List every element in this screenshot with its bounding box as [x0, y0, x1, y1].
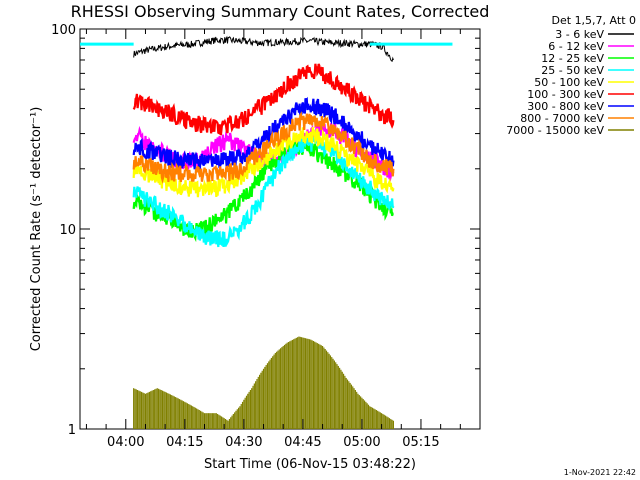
series-5: [132, 63, 395, 136]
x-tick-label: 04:15: [166, 435, 203, 450]
legend-label: 50 - 100 keV: [534, 76, 604, 89]
series-0-line: [133, 35, 394, 62]
x-tick-label: 05:00: [343, 435, 380, 450]
y-tick-label: 10: [59, 223, 76, 238]
series-5-line: [132, 63, 395, 136]
series-3: [132, 135, 395, 248]
series-layer: [80, 35, 453, 429]
chart-title: RHESSI Observing Summary Count Rates, Co…: [71, 2, 490, 21]
y-tick-label: 100: [51, 23, 76, 38]
series-7: [132, 111, 395, 184]
legend-label: 100 - 300 keV: [527, 88, 604, 101]
legend-label: 25 - 50 keV: [541, 64, 604, 77]
series-3-line: [132, 135, 395, 248]
legend-label: 300 - 800 keV: [527, 100, 604, 113]
x-axis-label: Start Time (06-Nov-15 03:48:22): [204, 457, 416, 472]
series-0: [133, 35, 394, 62]
y-tick-label: 1: [68, 423, 76, 438]
series-4: [132, 126, 395, 198]
legend-label: 7000 - 15000 keV: [506, 124, 604, 137]
x-tick-label: 05:15: [402, 435, 439, 450]
series-7-line: [132, 111, 395, 184]
legend-label: 12 - 25 keV: [541, 52, 604, 65]
legend-label: 3 - 6 keV: [555, 28, 604, 41]
series-4-line: [132, 126, 395, 198]
x-tick-label: 04:00: [107, 435, 144, 450]
x-tick-label: 04:30: [225, 435, 262, 450]
timestamp: 1-Nov-2021 22:42: [564, 468, 636, 477]
legend-label: 800 - 7000 keV: [520, 112, 604, 125]
series-8: [133, 336, 395, 429]
x-tick-label: 04:45: [284, 435, 321, 450]
legend-header: Det 1,5,7, Att 0: [552, 14, 636, 27]
y-axis-label: Corrected Count Rate (s⁻¹ detector⁻¹): [29, 107, 44, 352]
legend-label: 6 - 12 keV: [548, 40, 604, 53]
y-axis-ticks: 1 10 100: [51, 23, 480, 438]
x-axis-ticks: 04:00 04:15 04:30 04:45 05:00 05:15: [85, 29, 461, 450]
